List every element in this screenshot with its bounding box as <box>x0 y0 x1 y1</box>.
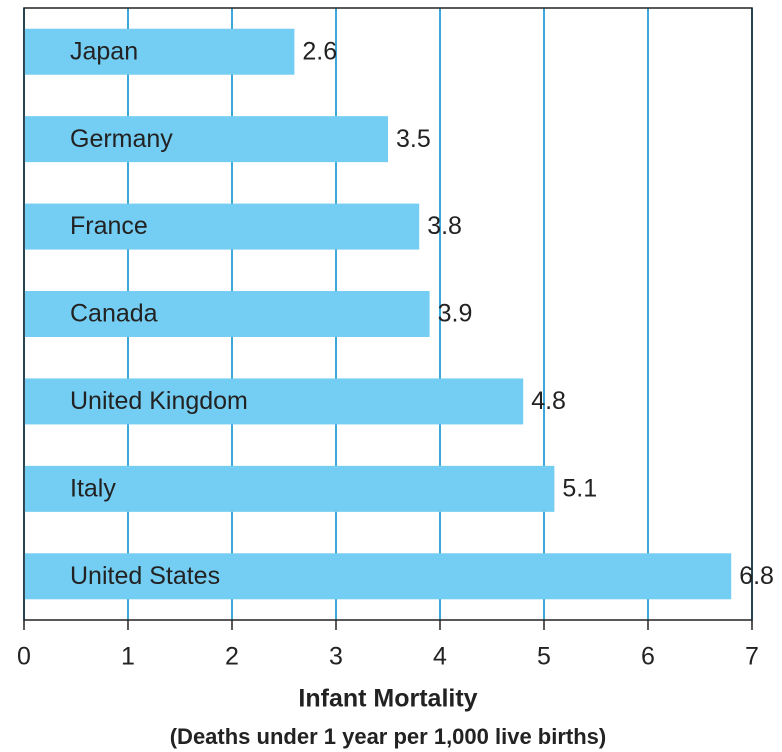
bar <box>24 28 295 75</box>
x-tick-label: 3 <box>329 643 343 671</box>
value-label: 3.8 <box>427 212 462 240</box>
x-tick-label: 6 <box>641 643 655 671</box>
bar <box>24 203 420 250</box>
bar <box>24 291 430 337</box>
x-tick-label: 1 <box>121 643 135 671</box>
x-axis-note: (Deaths under 1 year per 1,000 live birt… <box>170 724 607 749</box>
bar <box>24 465 555 512</box>
x-tick-label: 0 <box>17 643 31 671</box>
category-label: Canada <box>70 300 158 328</box>
category-label: Italy <box>70 474 116 502</box>
x-tick-label: 2 <box>225 643 239 671</box>
value-label: 4.8 <box>531 387 566 415</box>
category-label: United States <box>70 562 220 590</box>
category-label: France <box>70 212 148 240</box>
value-label: 3.5 <box>396 125 431 153</box>
value-label: 3.9 <box>438 300 473 328</box>
value-label: 2.6 <box>302 37 337 65</box>
bar <box>24 378 524 425</box>
plot-frame <box>23 7 753 621</box>
bar <box>24 116 388 163</box>
category-label: Germany <box>70 125 173 153</box>
x-axis-label: Infant Mortality <box>298 685 477 713</box>
category-label: United Kingdom <box>70 387 248 415</box>
category-label: Japan <box>70 37 138 65</box>
value-label: 5.1 <box>562 474 597 502</box>
bar <box>24 553 732 600</box>
x-tick-label: 4 <box>433 643 447 671</box>
x-tick-label: 5 <box>537 643 551 671</box>
x-tick-label: 7 <box>745 643 759 671</box>
value-label: 6.8 <box>739 562 774 590</box>
